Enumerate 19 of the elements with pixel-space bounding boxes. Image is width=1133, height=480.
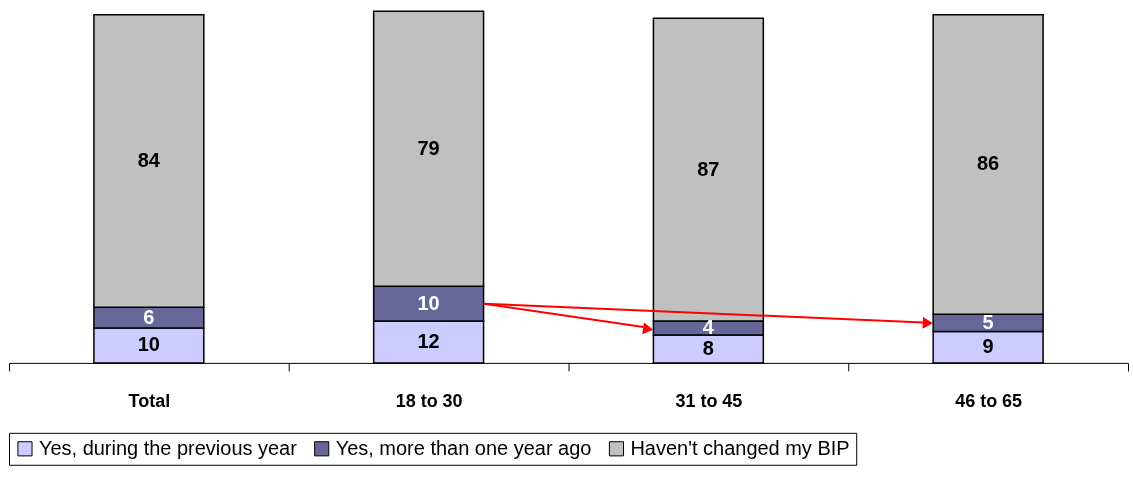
data-label: 84 (137, 148, 160, 171)
data-label: 5 (982, 310, 994, 333)
data-label: 12 (417, 329, 440, 352)
x-tick-label: 18 to 30 (395, 391, 463, 412)
data-label: 9 (982, 335, 994, 358)
legend-label: Haven't changed my BIP (630, 436, 850, 459)
legend-label: Yes, during the previous year (38, 436, 298, 459)
x-tick-label: 31 to 45 (675, 391, 743, 412)
data-label: 79 (417, 136, 440, 159)
legend-label: Yes, more than one year ago (335, 436, 592, 459)
data-label: 8 (702, 336, 714, 359)
data-label: 10 (417, 291, 440, 314)
x-tick-label: Total (128, 391, 171, 412)
data-label: 10 (137, 333, 160, 356)
data-label: 86 (977, 152, 1000, 175)
data-label: 87 (697, 157, 720, 180)
data-label: 6 (143, 305, 155, 328)
x-tick-label: 46 to 65 (955, 391, 1023, 412)
data-label: 4 (702, 316, 714, 339)
